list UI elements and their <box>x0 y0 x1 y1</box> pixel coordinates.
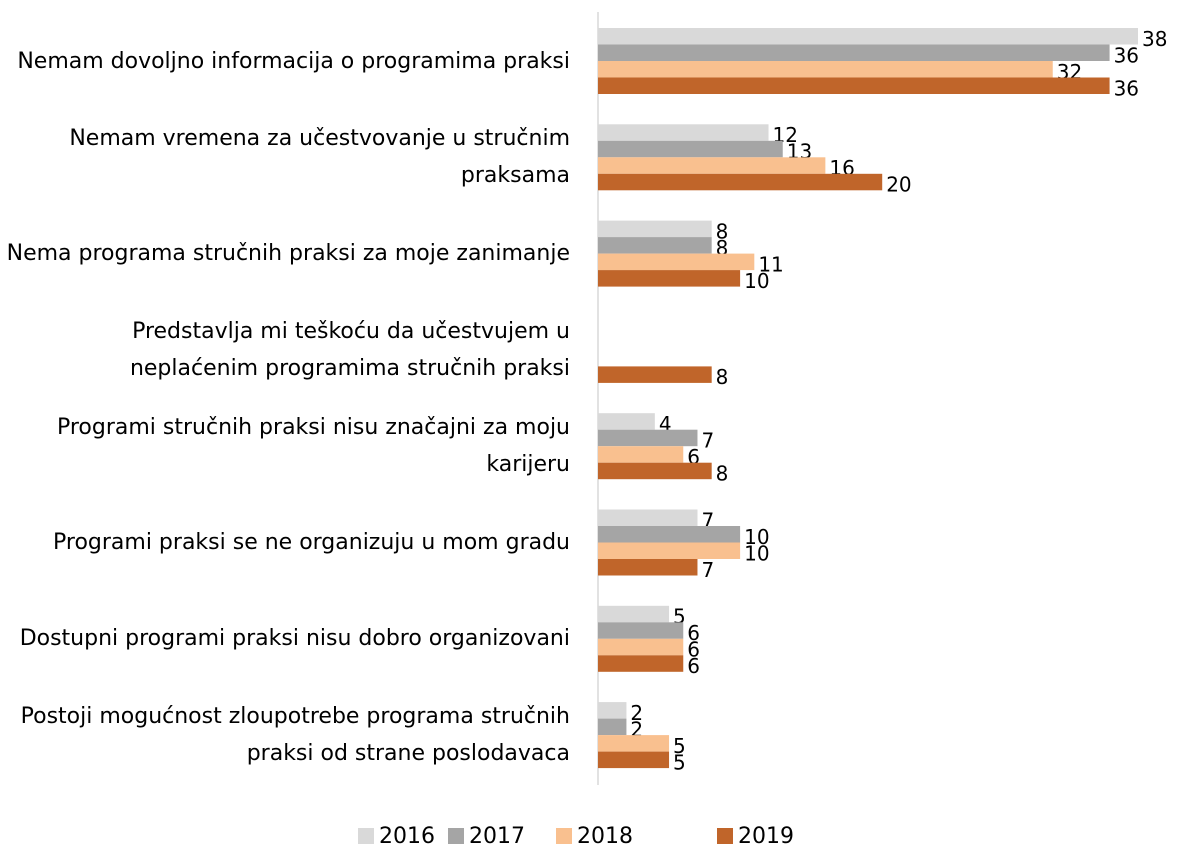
bar <box>598 605 670 623</box>
bar <box>598 44 1110 61</box>
bar <box>598 413 655 430</box>
data-label: 7 <box>701 558 714 582</box>
data-label: 5 <box>673 734 686 758</box>
legend-swatch <box>358 828 374 844</box>
bar <box>598 77 1110 94</box>
legend-swatch <box>448 828 464 844</box>
bar <box>598 270 741 287</box>
bar <box>598 462 712 480</box>
data-label: 10 <box>744 525 769 549</box>
category-label: Programi praksi se ne organizuju u mom g… <box>53 530 570 555</box>
bar <box>598 559 698 576</box>
data-label: 11 <box>758 252 783 276</box>
category-label: Nema programa stručnih praksi za moje za… <box>6 241 570 267</box>
legend-label: 2017 <box>469 824 525 849</box>
data-label: 36 <box>1114 76 1139 100</box>
bar <box>598 61 1053 78</box>
bar <box>598 655 684 672</box>
category-label: Programi stručnih praksi nisu značajni z… <box>56 415 570 478</box>
data-label: 36 <box>1114 43 1139 67</box>
bar <box>598 124 769 141</box>
bar <box>598 751 670 769</box>
bar <box>598 429 698 447</box>
bar <box>598 702 627 719</box>
data-label: 7 <box>701 428 714 452</box>
data-label: 6 <box>687 621 700 645</box>
data-label: 10 <box>744 541 769 565</box>
bar <box>598 28 1138 45</box>
legend-label: 2018 <box>577 824 633 849</box>
data-label: 5 <box>673 750 686 774</box>
bar <box>598 638 684 656</box>
legend-label: 2016 <box>379 824 435 849</box>
data-label: 38 <box>1142 27 1167 51</box>
legend-swatch <box>717 828 733 844</box>
legend-swatch <box>556 828 572 844</box>
bar <box>598 157 826 174</box>
data-label: 6 <box>687 654 700 678</box>
legend-label: 2019 <box>738 824 794 849</box>
category-label: Dostupni programi praksi nisu dobro orga… <box>19 626 570 652</box>
bar <box>598 140 783 158</box>
category-label: Postoji mogućnost zloupotrebe programa s… <box>20 704 570 767</box>
category-label: Nemam dovoljno informacija o programima … <box>17 48 570 74</box>
data-label: 8 <box>716 461 729 485</box>
bar <box>598 253 755 271</box>
category-label: Nemam vremena za učestvovanje u stručnim… <box>69 126 570 189</box>
data-label: 10 <box>744 269 769 293</box>
bar <box>598 509 698 526</box>
bar <box>598 446 684 463</box>
bar <box>598 542 741 559</box>
bar <box>598 237 712 254</box>
data-label: 8 <box>716 219 729 243</box>
category-label: Predstavlja mi teškoću da učestvujem u n… <box>129 318 570 381</box>
bar <box>598 220 712 238</box>
bar <box>598 718 627 736</box>
data-label: 6 <box>687 638 700 662</box>
bar <box>598 622 684 639</box>
bar <box>598 173 883 191</box>
bar <box>598 735 670 752</box>
data-label: 20 <box>886 173 911 197</box>
bar <box>598 526 741 543</box>
data-label: 2 <box>630 701 643 725</box>
data-label: 8 <box>716 365 729 389</box>
bar <box>598 366 712 383</box>
